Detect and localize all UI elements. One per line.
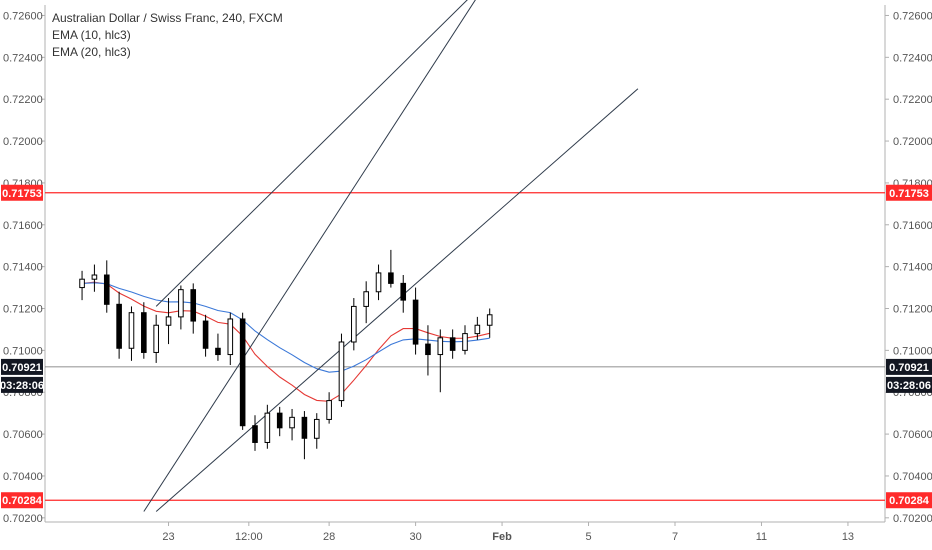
channel-line	[155, 0, 468, 307]
y-tick-label-right: 0.70400	[893, 471, 932, 483]
y-tick-label-left: 0.70600	[3, 429, 43, 441]
y-tick-label-left: 0.72000	[3, 136, 43, 148]
last-price-tag-left: 0.70921	[2, 362, 42, 374]
y-tick-label-right: 0.71200	[893, 304, 932, 316]
y-tick-label-left: 0.71200	[3, 304, 43, 316]
level-tag-right: 0.71753	[889, 188, 929, 200]
y-tick-label-left: 0.71000	[3, 345, 43, 357]
level-tag-right-bg	[886, 492, 932, 509]
level-tag-left-bg	[1, 492, 43, 509]
y-tick-label-left: 0.71400	[3, 262, 43, 274]
last-price-tag-right: 0.70921	[889, 362, 929, 374]
candle-bull	[153, 324, 159, 353]
candle-bull	[91, 274, 98, 280]
countdown-tag-left: 03:28:06	[0, 380, 44, 392]
candle-bear	[252, 425, 258, 443]
y-tick-label-left: 0.70200	[3, 513, 43, 525]
x-tick-label: 30	[409, 531, 421, 543]
candle-bull	[338, 341, 345, 402]
countdown-tag-left-bg	[1, 376, 43, 393]
ema20-legend: EMA (20, hlc3)	[52, 45, 131, 59]
ema10-legend: EMA (10, hlc3)	[52, 28, 131, 42]
candle-bear	[103, 274, 110, 305]
x-tick-label: 7	[672, 531, 678, 543]
y-tick-label-left: 0.72400	[3, 52, 43, 64]
candle-bear	[412, 299, 419, 345]
candle-bear	[388, 272, 394, 284]
level-tag-left-bg	[1, 184, 43, 201]
level-tag-left: 0.71753	[2, 188, 42, 200]
candle-bull	[375, 272, 382, 293]
y-tick-label-right: 0.72000	[893, 136, 932, 148]
level-tag-right: 0.70284	[889, 495, 930, 507]
ema-line-20	[82, 282, 490, 373]
candle-bull	[227, 318, 234, 356]
y-tick-label-right: 0.71400	[893, 262, 932, 274]
y-tick-label-right: 0.71600	[893, 220, 932, 232]
channel-line	[143, 0, 476, 512]
candle-bear	[239, 318, 246, 427]
y-tick-label-right: 0.71000	[893, 345, 932, 357]
candle-bear	[190, 289, 197, 322]
candle-bear	[425, 343, 431, 356]
countdown-tag-right-bg	[886, 376, 932, 393]
ema-line-10	[82, 281, 490, 402]
countdown-tag-right: 03:28:06	[887, 380, 931, 392]
chart-legend: Australian Dollar / Swiss Franc, 240, FX…	[52, 10, 283, 61]
candle-bull	[289, 416, 295, 429]
x-tick-label: 11	[756, 531, 767, 543]
candle-bull	[165, 316, 172, 326]
candle-bear	[202, 320, 209, 349]
candle-bull	[437, 337, 444, 356]
x-tick-label: Feb	[492, 531, 512, 543]
candle-bear	[301, 416, 308, 439]
x-tick-label: 5	[585, 531, 591, 543]
last-price-tag-right-bg	[886, 358, 932, 375]
x-tick-label: 13	[842, 531, 854, 543]
candle-bear	[141, 312, 147, 353]
level-tag-left: 0.70284	[2, 495, 43, 507]
candle-bear	[276, 412, 283, 429]
candle-bull	[128, 312, 135, 349]
candle-bull	[178, 289, 184, 318]
candle-bear	[449, 337, 456, 351]
x-tick-label: 28	[323, 531, 335, 543]
y-tick-label-left: 0.72600	[3, 10, 43, 22]
x-tick-label: 12:00	[235, 531, 263, 543]
candle-bull	[326, 400, 332, 420]
candle-bull	[351, 305, 357, 343]
y-tick-label-right: 0.72400	[893, 52, 932, 64]
chart-title: Australian Dollar / Swiss Franc, 240, FX…	[52, 11, 283, 25]
candle-bull	[264, 412, 271, 443]
candle-bull	[79, 278, 85, 289]
candle-bear	[215, 347, 221, 356]
y-tick-label-left: 0.71600	[3, 220, 43, 232]
level-tag-right-bg	[886, 184, 932, 201]
candle-bull	[474, 324, 481, 335]
y-tick-label-right: 0.72600	[893, 10, 932, 22]
candle-bull	[462, 333, 468, 351]
channel-line	[155, 88, 639, 512]
candle-bear	[116, 303, 122, 349]
candle-bear	[400, 282, 407, 301]
candle-bull	[313, 418, 320, 439]
y-tick-label-right: 0.72200	[893, 94, 932, 106]
y-tick-label-right: 0.70200	[893, 513, 932, 525]
y-tick-label-right: 0.70600	[893, 429, 932, 441]
y-tick-label-left: 0.72200	[3, 94, 43, 106]
candle-bull	[486, 314, 493, 326]
candle-bull	[363, 291, 369, 307]
last-price-tag-left-bg	[1, 358, 43, 375]
x-tick-label: 23	[162, 531, 174, 543]
y-tick-label-left: 0.70400	[3, 471, 43, 483]
